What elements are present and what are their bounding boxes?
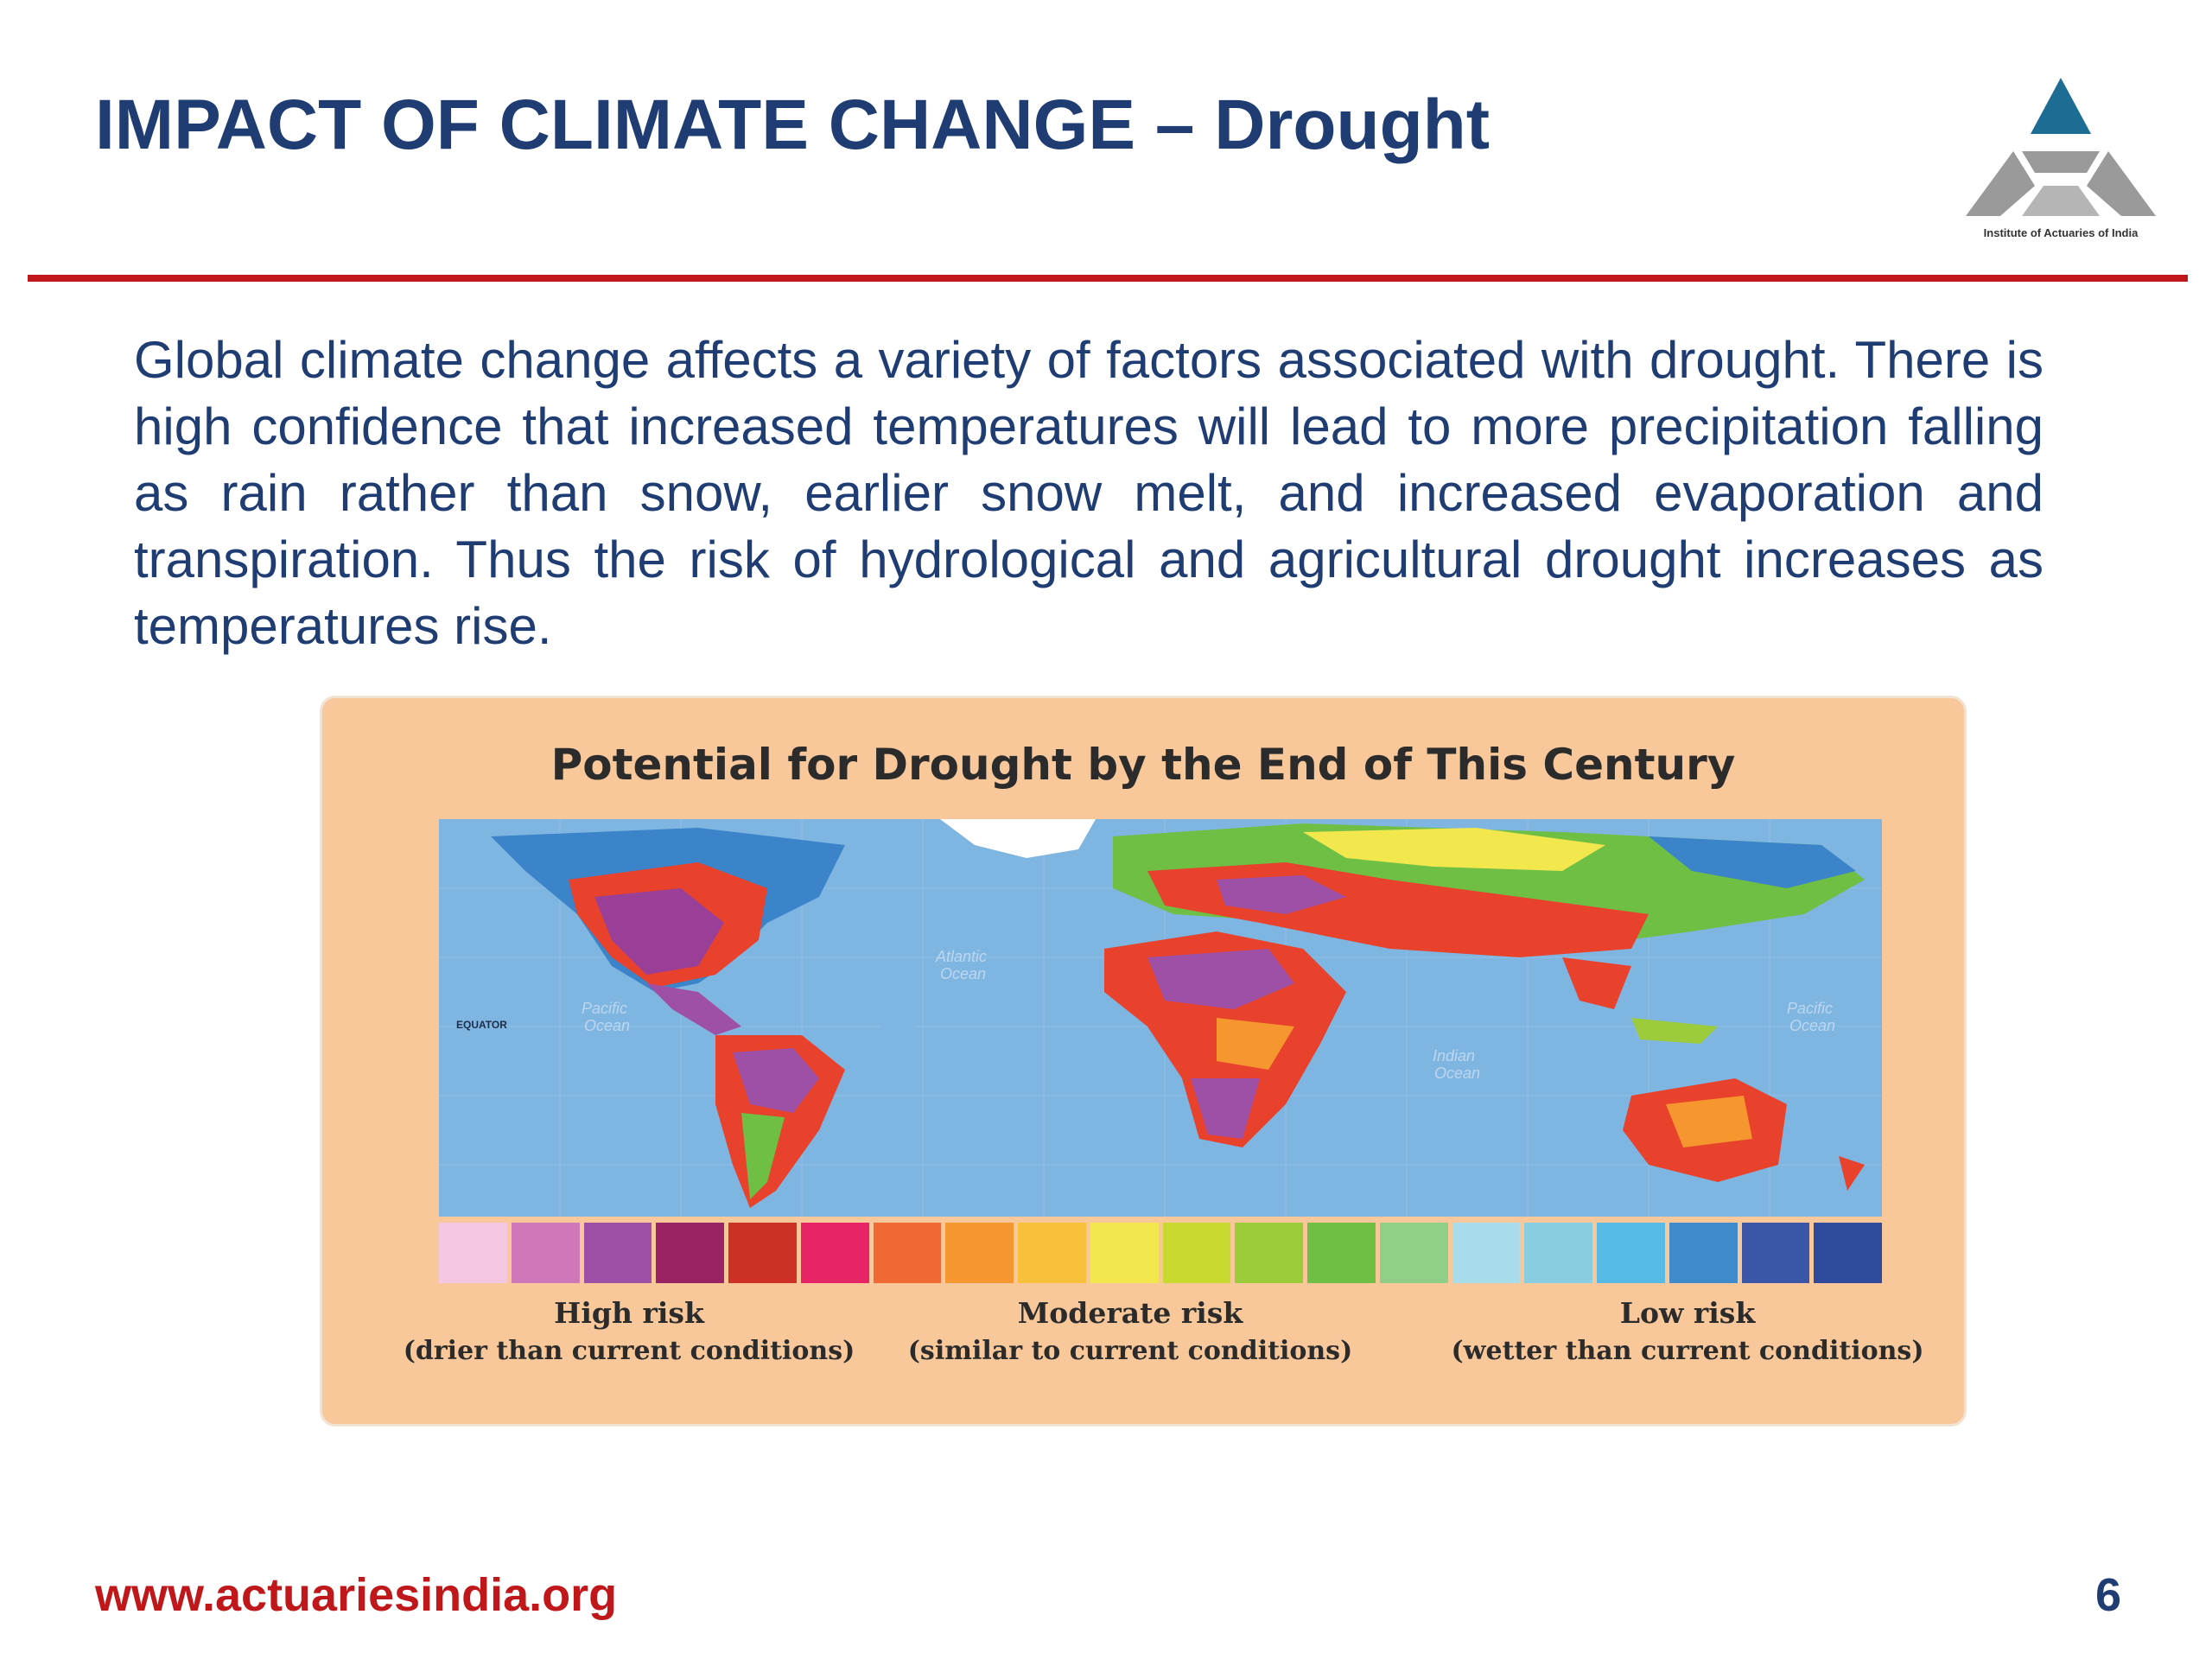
legend-swatch-11 xyxy=(1162,1223,1231,1283)
legend-low-risk-title: Low risk xyxy=(1619,1296,1756,1330)
legend-low-risk-subtitle: (wetter than current conditions) xyxy=(1451,1336,1924,1366)
equator-label: EQUATOR xyxy=(456,1019,507,1031)
legend-swatch-12 xyxy=(1235,1223,1303,1283)
legend-swatch-15 xyxy=(1452,1223,1521,1283)
pacific-ocean-label-left: Pacific xyxy=(582,1000,627,1017)
slide-title: IMPACT OF CLIMATE CHANGE – Drought xyxy=(95,86,1491,164)
atlantic-ocean-label-2: Ocean xyxy=(940,965,986,982)
legend-swatch-17 xyxy=(1597,1223,1665,1283)
footer-website-link[interactable]: www.actuariesindia.org xyxy=(95,1569,618,1621)
legend-swatch-19 xyxy=(1741,1223,1810,1283)
logo-caption: Institute of Actuaries of India xyxy=(1983,226,2139,239)
legend-moderate-risk-title: Moderate risk xyxy=(1017,1296,1243,1330)
legend-swatch-14 xyxy=(1379,1223,1448,1283)
legend-moderate-risk: Moderate risk (similar to current condit… xyxy=(888,1294,1372,1370)
body-paragraph: Global climate change affects a variety … xyxy=(134,331,2044,655)
legend-moderate-risk-subtitle: (similar to current conditions) xyxy=(907,1336,1353,1366)
legend-swatch-6 xyxy=(800,1223,869,1283)
indian-ocean-label: Indian xyxy=(1433,1047,1475,1065)
pacific-ocean-label-right: Pacific xyxy=(1787,1000,1833,1017)
pacific-ocean-label-left-2: Ocean xyxy=(584,1017,630,1034)
legend-swatch-3 xyxy=(583,1223,652,1283)
legend-swatch-4 xyxy=(656,1223,724,1283)
legend-swatch-8 xyxy=(945,1223,1014,1283)
legend-high-risk-subtitle: (drier than current conditions) xyxy=(403,1336,855,1366)
pacific-ocean-label-right-2: Ocean xyxy=(1789,1017,1835,1034)
legend-swatch-10 xyxy=(1090,1223,1159,1283)
indian-ocean-label-2: Ocean xyxy=(1434,1065,1480,1082)
atlantic-ocean-label: Atlantic xyxy=(935,948,987,965)
legend-high-risk: High risk (drier than current conditions… xyxy=(387,1294,871,1370)
figure-title: Potential for Drought by the End of This… xyxy=(550,740,1736,790)
legend-swatch-2 xyxy=(511,1223,580,1283)
legend-swatch-9 xyxy=(1018,1223,1086,1283)
title-divider xyxy=(28,275,2188,282)
legend-swatch-1 xyxy=(439,1223,507,1283)
legend-color-scale xyxy=(439,1223,1882,1283)
world-drought-map: Atlantic Ocean Pacific Ocean Pacific Oce… xyxy=(439,819,1882,1217)
legend-low-risk: Low risk (wetter than current conditions… xyxy=(1420,1294,1955,1370)
legend-swatch-16 xyxy=(1524,1223,1592,1283)
page-number: 6 xyxy=(2094,1569,2121,1621)
legend-swatch-20 xyxy=(1814,1223,1882,1283)
drought-map-figure: Potential for Drought by the End of This… xyxy=(320,696,1967,1427)
legend-high-risk-title: High risk xyxy=(554,1296,704,1330)
legend-swatch-7 xyxy=(873,1223,942,1283)
legend-swatch-18 xyxy=(1669,1223,1738,1283)
institute-logo-icon xyxy=(1966,78,2156,216)
legend-swatch-5 xyxy=(728,1223,797,1283)
legend-swatch-13 xyxy=(1307,1223,1376,1283)
